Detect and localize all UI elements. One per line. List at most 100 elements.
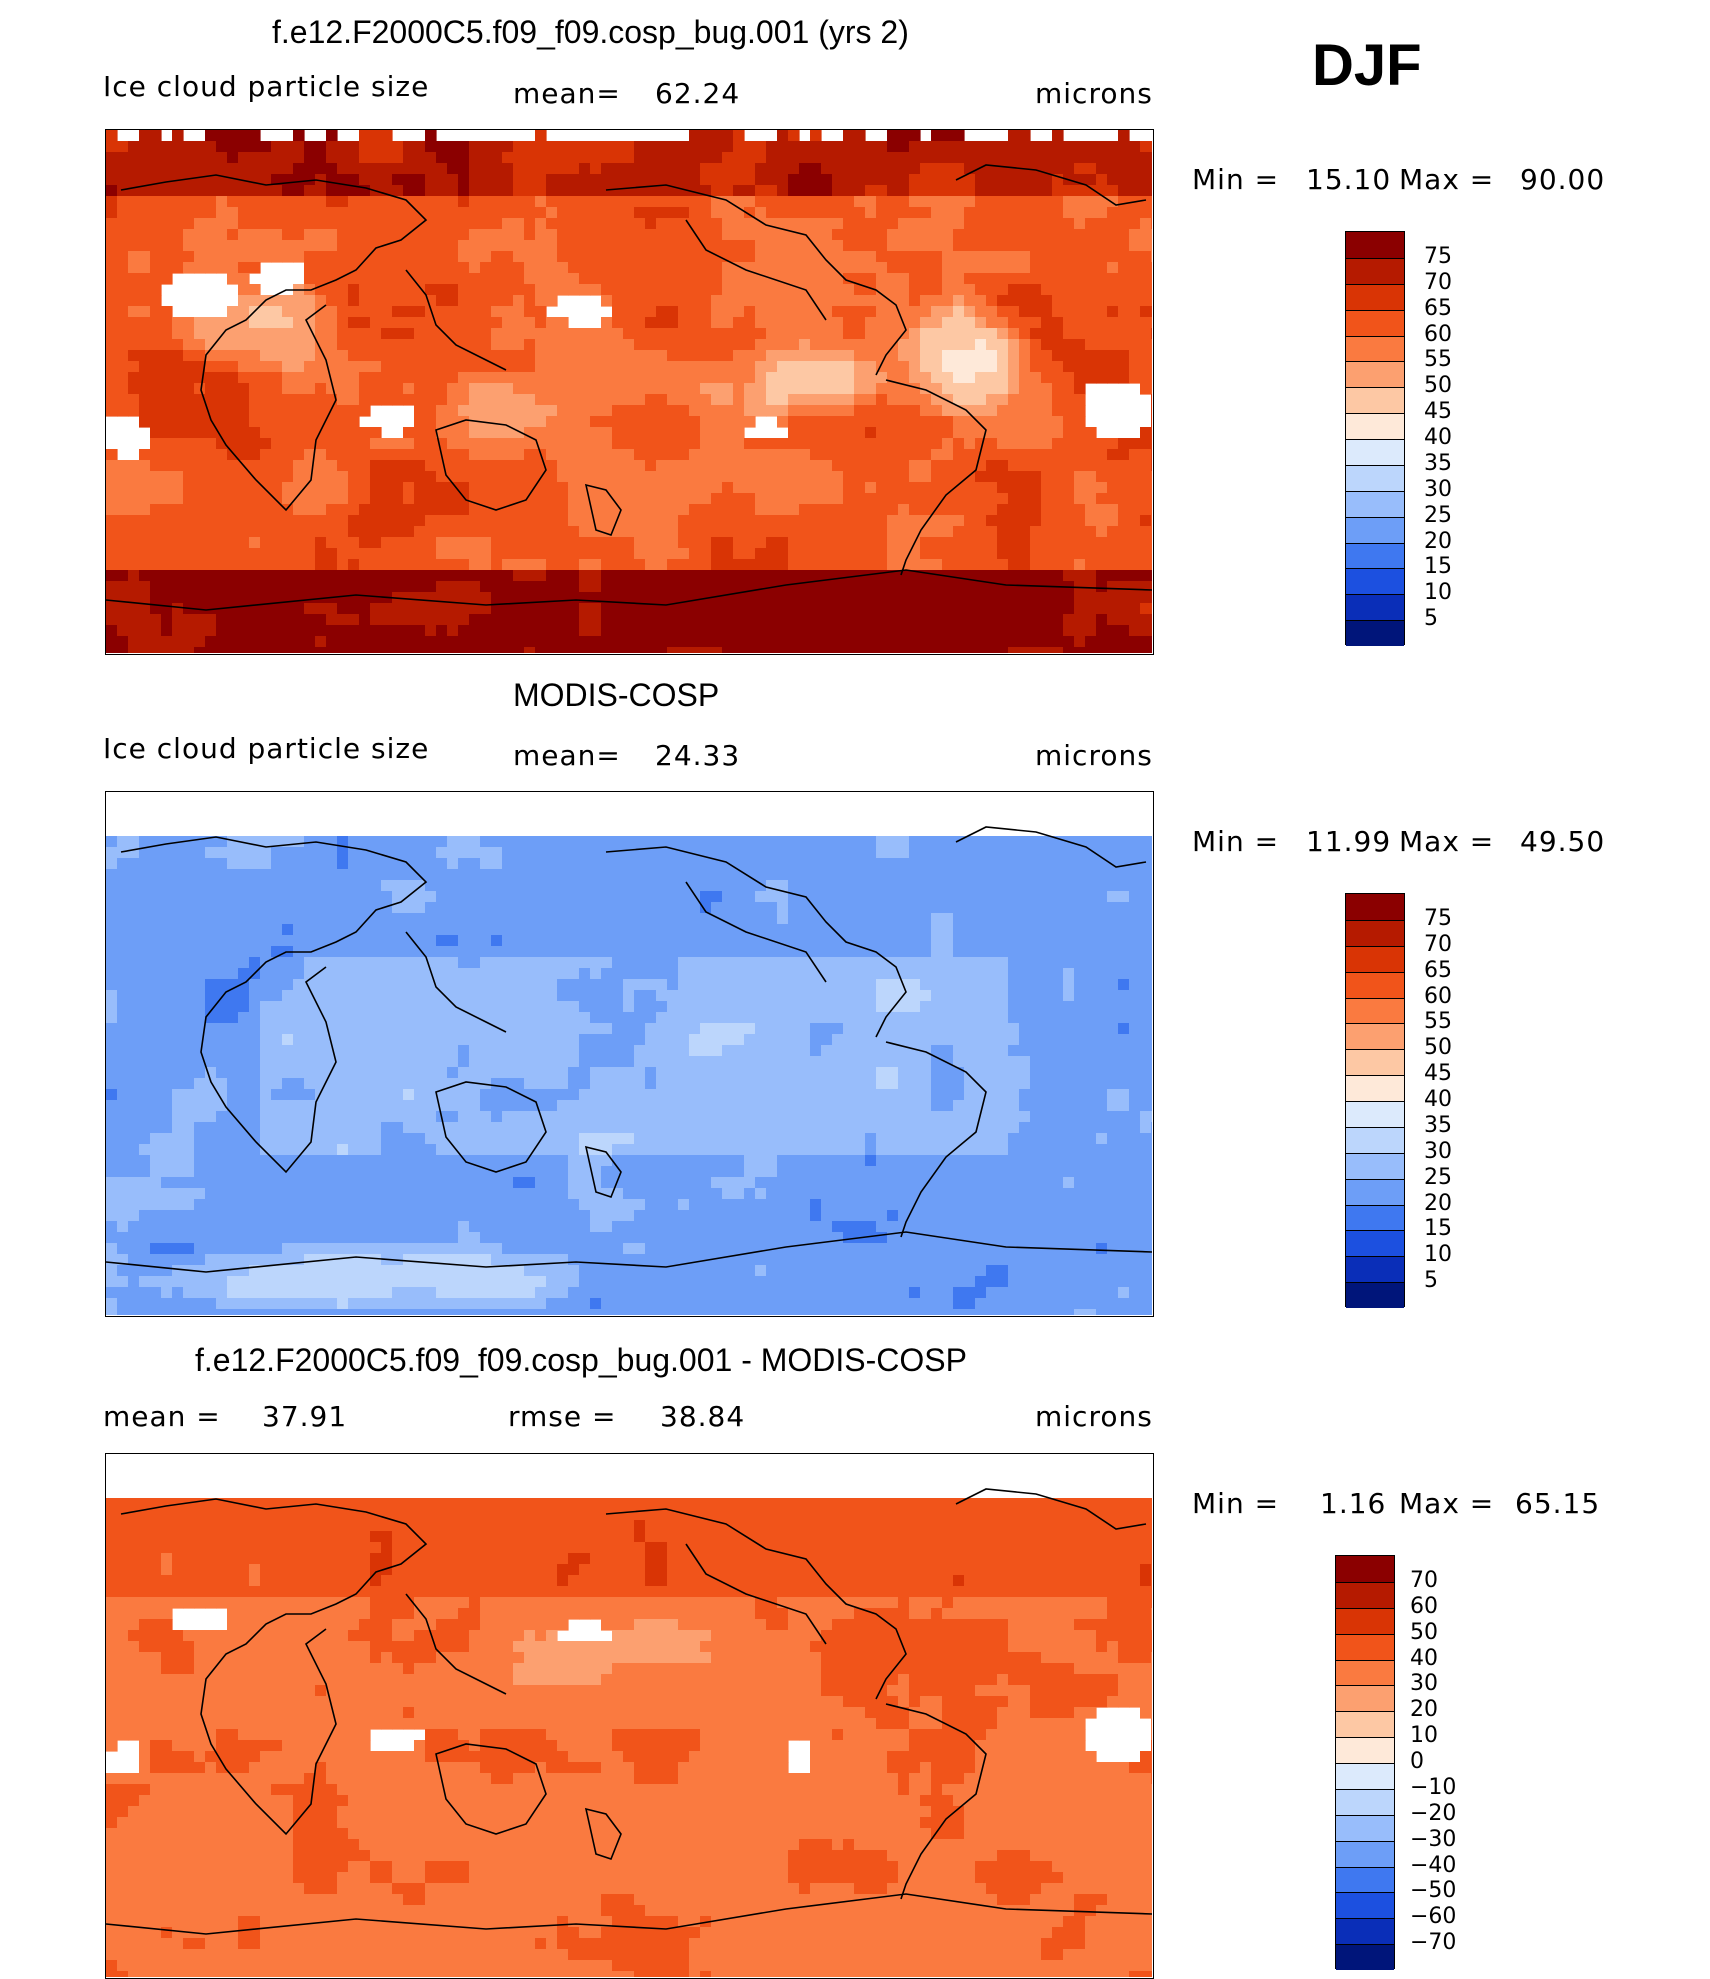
field-cell <box>887 262 899 274</box>
field-cell <box>700 636 712 648</box>
field-cell <box>876 438 888 450</box>
field-cell <box>425 449 437 461</box>
field-cell <box>678 207 690 219</box>
field-cell <box>1019 361 1031 373</box>
field-cell <box>931 251 943 263</box>
field-cell <box>117 847 129 859</box>
field-cell <box>557 196 569 208</box>
field-cell <box>194 141 206 153</box>
field-cell <box>942 438 954 450</box>
field-cell <box>271 891 283 903</box>
field-cell <box>458 869 470 881</box>
field-cell <box>733 625 745 637</box>
field-cell <box>821 559 833 571</box>
field-cell <box>524 218 536 230</box>
field-cell <box>623 141 635 153</box>
field-cell <box>920 141 932 153</box>
field-cell <box>953 438 965 450</box>
field-cell <box>117 339 129 351</box>
field-cell <box>865 306 877 318</box>
field-cell <box>909 438 921 450</box>
field-cell <box>447 504 459 516</box>
field-cell <box>821 614 833 626</box>
field-cell <box>579 262 591 274</box>
field-cell <box>678 372 690 384</box>
field-cell <box>392 548 404 560</box>
field-cell <box>106 394 118 406</box>
field-cell <box>359 836 371 848</box>
field-cell <box>370 229 382 241</box>
field-cell <box>271 570 283 582</box>
field-cell <box>502 647 514 653</box>
field-cell <box>898 603 910 615</box>
field-cell <box>689 328 701 340</box>
field-cell <box>832 647 844 653</box>
field-cell <box>128 515 140 527</box>
field-cell <box>172 449 184 461</box>
field-cell <box>975 581 987 593</box>
field-cell <box>865 295 877 307</box>
field-cell <box>315 526 327 538</box>
field-cell <box>744 614 756 626</box>
field-cell <box>480 614 492 626</box>
field-cell <box>656 361 668 373</box>
field-cell <box>821 218 833 230</box>
field-cell <box>172 570 184 582</box>
field-cell <box>557 460 569 472</box>
field-cell <box>535 548 547 560</box>
field-cell <box>722 361 734 373</box>
field-cell <box>667 559 679 571</box>
field-cell <box>458 295 470 307</box>
field-cell <box>513 847 525 859</box>
field-cell <box>381 251 393 263</box>
field-cell <box>139 471 151 483</box>
field-cell <box>722 262 734 274</box>
field-cell <box>788 240 800 252</box>
field-cell <box>733 295 745 307</box>
field-cell <box>359 559 371 571</box>
field-cell <box>1129 625 1141 637</box>
field-cell <box>469 570 481 582</box>
field-cell <box>513 328 525 340</box>
field-cell <box>326 647 338 653</box>
field-cell <box>920 570 932 582</box>
field-cell <box>161 152 173 164</box>
colorbar-tick-label: 50 <box>1424 373 1452 399</box>
field-cell <box>799 647 811 653</box>
field-cell <box>634 240 646 252</box>
field-cell <box>513 614 525 626</box>
field-cell <box>777 152 789 164</box>
field-cell <box>128 636 140 648</box>
field-cell <box>436 262 448 274</box>
field-cell <box>315 196 327 208</box>
field-cell <box>1107 869 1119 881</box>
field-cell <box>1008 537 1020 549</box>
field-cell <box>942 383 954 395</box>
field-cell <box>689 229 701 241</box>
field-cell <box>172 504 184 516</box>
field-cell <box>524 847 536 859</box>
field-cell <box>920 858 932 870</box>
field-cell <box>942 548 954 560</box>
field-cell <box>1096 625 1108 637</box>
field-cell <box>1118 603 1130 615</box>
field-cell <box>1096 460 1108 472</box>
field-cell <box>1008 350 1020 362</box>
field-cell <box>909 504 921 516</box>
field-cell <box>568 251 580 263</box>
field-cell <box>491 537 503 549</box>
field-cell <box>942 614 954 626</box>
field-cell <box>359 174 371 186</box>
field-cell <box>161 891 173 903</box>
field-cell <box>447 218 459 230</box>
field-cell <box>997 141 1009 153</box>
field-cell <box>1129 339 1141 351</box>
field-cell <box>403 350 415 362</box>
field-cell <box>755 383 767 395</box>
field-cell <box>744 262 756 274</box>
field-cell <box>1140 449 1152 461</box>
field-cell <box>854 836 866 848</box>
field-cell <box>260 559 272 571</box>
field-cell <box>964 548 976 560</box>
field-cell <box>293 185 305 197</box>
